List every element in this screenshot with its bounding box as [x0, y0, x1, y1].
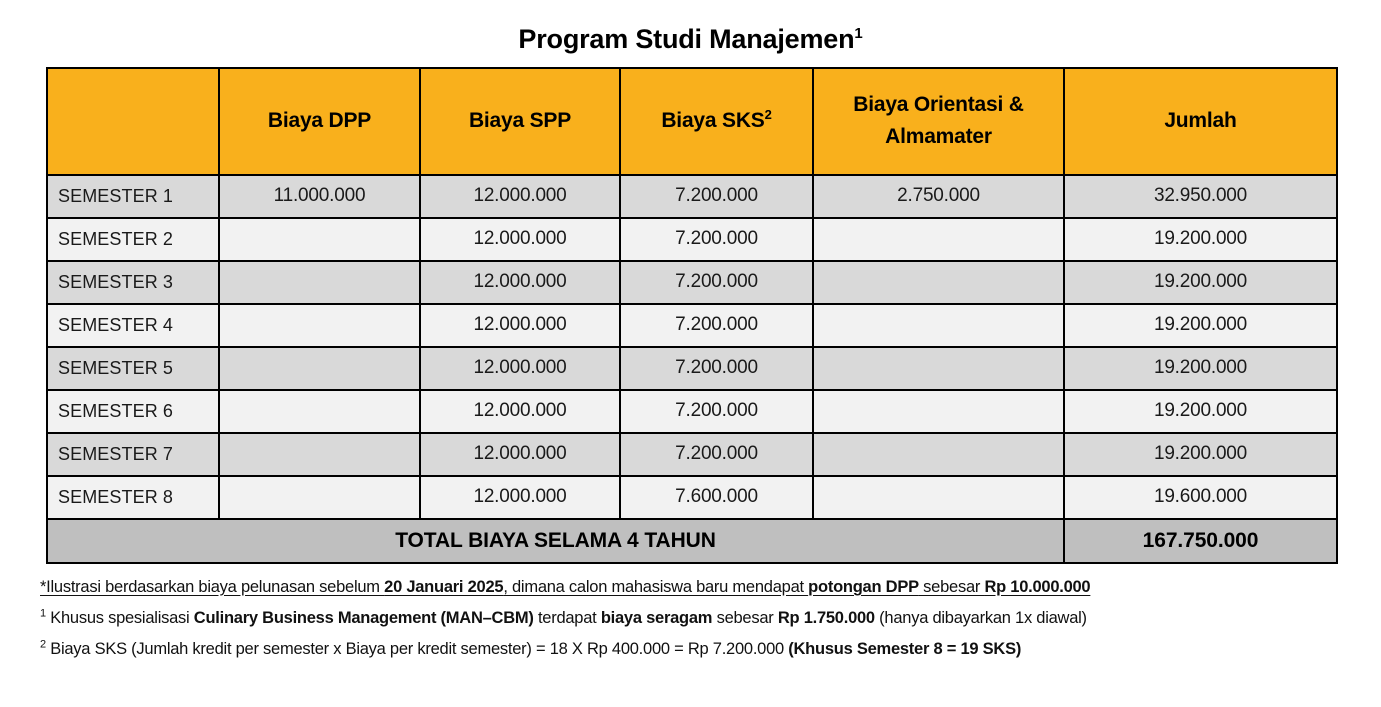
header-cell-biaya-spp: Biaya SPP	[419, 66, 621, 176]
header-orientasi-line2: Almamater	[885, 125, 992, 149]
row-label: SEMESTER 1	[46, 173, 220, 219]
row-label: SEMESTER 4	[46, 302, 220, 348]
cell-dpp	[218, 216, 421, 262]
cell-sks: 7.200.000	[619, 173, 814, 219]
cell-sks: 7.200.000	[619, 345, 814, 391]
cell-spp: 12.000.000	[419, 345, 621, 391]
cell-dpp	[218, 345, 421, 391]
total-row: TOTAL BIAYA SELAMA 4 TAHUN 167.750.000	[46, 517, 1338, 564]
cell-sks: 7.200.000	[619, 216, 814, 262]
table-row: SEMESTER 3 12.000.000 7.200.000 19.200.0…	[46, 259, 1338, 305]
footnote-2-bold-seragam: biaya seragam	[600, 608, 713, 627]
footnote-2-bold-program: Culinary Business Management (MAN–CBM)	[193, 608, 534, 627]
table-header: Biaya DPP Biaya SPP Biaya SKS2 Biaya Ori…	[46, 66, 1338, 176]
table-body: SEMESTER 1 11.000.000 12.000.000 7.200.0…	[46, 173, 1338, 564]
cell-spp: 12.000.000	[419, 431, 621, 477]
table-row: SEMESTER 5 12.000.000 7.200.000 19.200.0…	[46, 345, 1338, 391]
footnote-1-bold-amount: Rp 10.000.000	[984, 577, 1091, 596]
header-cell-biaya-dpp: Biaya DPP	[218, 66, 421, 176]
footnote-1: 1 Khusus spesialisasi Culinary Business …	[40, 607, 1340, 627]
row-label: SEMESTER 7	[46, 431, 220, 477]
cell-jumlah: 19.200.000	[1063, 259, 1338, 305]
cell-jumlah: 19.600.000	[1063, 474, 1338, 520]
total-value: 167.750.000	[1063, 517, 1338, 564]
footnote-3-marker: 2	[40, 638, 46, 651]
footnote-2-part-3: sebesar	[712, 608, 778, 627]
cell-orientasi	[812, 259, 1065, 305]
header-cell-biaya-sks: Biaya SKS2	[619, 66, 814, 176]
header-row: Biaya DPP Biaya SPP Biaya SKS2 Biaya Ori…	[46, 66, 1338, 176]
footnotes: *Ilustrasi berdasarkan biaya pelunasan s…	[40, 578, 1340, 658]
header-cell-blank	[46, 66, 220, 176]
cell-jumlah: 19.200.000	[1063, 216, 1338, 262]
footnote-1-bold-date: 20 Januari 2025	[384, 577, 504, 596]
footnote-2-part-2: terdapat	[533, 608, 601, 627]
cell-dpp	[218, 388, 421, 434]
header-biaya-sks-text: Biaya SKS	[661, 108, 765, 132]
footnote-1-part-1: *Ilustrasi berdasarkan biaya pelunasan s…	[40, 577, 385, 596]
cell-spp: 12.000.000	[419, 259, 621, 305]
row-label: SEMESTER 5	[46, 345, 220, 391]
total-label: TOTAL BIAYA SELAMA 4 TAHUN	[46, 517, 1065, 564]
cell-orientasi	[812, 388, 1065, 434]
fee-table: Biaya DPP Biaya SPP Biaya SKS2 Biaya Ori…	[46, 66, 1338, 564]
cell-orientasi	[812, 345, 1065, 391]
footnote-1-part-3: sebesar	[918, 577, 985, 596]
cell-jumlah: 19.200.000	[1063, 431, 1338, 477]
cell-dpp	[218, 302, 421, 348]
cell-spp: 12.000.000	[419, 216, 621, 262]
cell-orientasi	[812, 216, 1065, 262]
header-cell-jumlah: Jumlah	[1063, 66, 1338, 176]
cell-spp: 12.000.000	[419, 173, 621, 219]
cell-dpp	[218, 431, 421, 477]
cell-jumlah: 19.200.000	[1063, 388, 1338, 434]
row-label: SEMESTER 2	[46, 216, 220, 262]
table-row: SEMESTER 1 11.000.000 12.000.000 7.200.0…	[46, 173, 1338, 219]
footnote-1-part-2: , dimana calon mahasiswa baru mendapat	[503, 577, 809, 596]
page-title-footnote-marker: 1	[854, 25, 863, 42]
cell-spp: 12.000.000	[419, 302, 621, 348]
header-cell-biaya-orientasi-almamater: Biaya Orientasi & Almamater	[812, 66, 1065, 176]
footnote-3-bold-note: (Khusus Semester 8 = 19 SKS)	[788, 639, 1022, 658]
page-title: Program Studi Manajemen1	[0, 0, 1381, 55]
page-title-text: Program Studi Manajemen	[518, 24, 855, 54]
row-label: SEMESTER 8	[46, 474, 220, 520]
row-label: SEMESTER 6	[46, 388, 220, 434]
cell-sks: 7.200.000	[619, 302, 814, 348]
table-row: SEMESTER 7 12.000.000 7.200.000 19.200.0…	[46, 431, 1338, 477]
cell-jumlah: 19.200.000	[1063, 302, 1338, 348]
cell-orientasi	[812, 474, 1065, 520]
cell-orientasi	[812, 431, 1065, 477]
cell-sks: 7.600.000	[619, 474, 814, 520]
table-row: SEMESTER 4 12.000.000 7.200.000 19.200.0…	[46, 302, 1338, 348]
footnote-2-bold-amount: Rp 1.750.000	[777, 608, 875, 627]
footnote-2-part-4: (hanya dibayarkan 1x diawal)	[874, 608, 1087, 627]
cell-sks: 7.200.000	[619, 388, 814, 434]
cell-sks: 7.200.000	[619, 431, 814, 477]
table-row: SEMESTER 6 12.000.000 7.200.000 19.200.0…	[46, 388, 1338, 434]
cell-orientasi: 2.750.000	[812, 173, 1065, 219]
header-orientasi-line1: Biaya Orientasi &	[853, 92, 1024, 116]
footnote-2-part-1: Khusus spesialisasi	[45, 608, 194, 627]
footnote-2-marker: 1	[40, 607, 46, 620]
table-row: SEMESTER 8 12.000.000 7.600.000 19.600.0…	[46, 474, 1338, 520]
table-row: SEMESTER 2 12.000.000 7.200.000 19.200.0…	[46, 216, 1338, 262]
cell-spp: 12.000.000	[419, 474, 621, 520]
footnote-3-part-1: Biaya SKS (Jumlah kredit per semester x …	[45, 639, 789, 658]
cell-spp: 12.000.000	[419, 388, 621, 434]
cell-dpp	[218, 259, 421, 305]
cell-sks: 7.200.000	[619, 259, 814, 305]
header-biaya-sks-footnote-marker: 2	[764, 106, 772, 122]
footnote-asterisk: *Ilustrasi berdasarkan biaya pelunasan s…	[40, 578, 1340, 596]
cell-dpp	[218, 474, 421, 520]
cell-jumlah: 32.950.000	[1063, 173, 1338, 219]
footnote-1-bold-potongan: potongan DPP	[808, 577, 919, 596]
row-label: SEMESTER 3	[46, 259, 220, 305]
cell-jumlah: 19.200.000	[1063, 345, 1338, 391]
cell-orientasi	[812, 302, 1065, 348]
cell-dpp: 11.000.000	[218, 173, 421, 219]
fee-table-container: Biaya DPP Biaya SPP Biaya SKS2 Biaya Ori…	[46, 66, 1338, 564]
footnote-2: 2 Biaya SKS (Jumlah kredit per semester …	[40, 638, 1340, 658]
